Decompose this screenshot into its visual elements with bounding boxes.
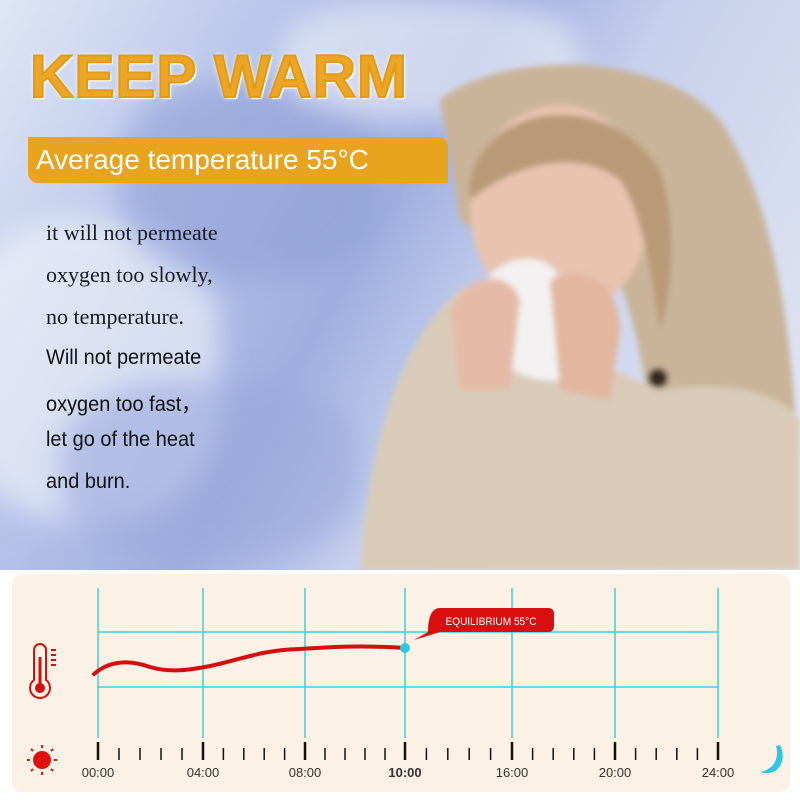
x-tick-label: 00:00 [82, 765, 115, 780]
moon-icon [760, 745, 783, 774]
headline: KEEP WARM [29, 42, 408, 111]
chart-panel [12, 574, 790, 792]
hero-image: KEEP WARM Average temperature 55°C it wi… [0, 0, 800, 570]
body-line: oxygen too slowly, [46, 262, 213, 287]
woman-with-tissue-photo [360, 64, 800, 570]
body-line: let go of the heat [46, 428, 195, 451]
body-line: and burn. [46, 470, 131, 493]
body-line: it will not permeate [46, 220, 218, 245]
sun-icon [27, 745, 57, 775]
body-line: oxygen too fast， [46, 393, 202, 416]
thermometer-icon [29, 643, 56, 699]
time-ticks [96, 742, 720, 760]
equilibrium-callout: EQUILIBRIUM 55°C [414, 608, 554, 640]
x-tick-label: 10:00 [388, 765, 421, 780]
grid [97, 588, 719, 738]
x-tick-label: 16:00 [496, 765, 529, 780]
body-line: Will not permeate [46, 346, 202, 369]
x-tick-label: 08:00 [289, 765, 322, 780]
x-tick-label: 04:00 [187, 765, 220, 780]
x-tick-label: 20:00 [599, 765, 632, 780]
equilibrium-marker [400, 643, 410, 653]
callout-text: EQUILIBRIUM 55°C [445, 616, 536, 628]
subtitle-banner: Average temperature 55°C [28, 137, 448, 183]
x-tick-label: 24:00 [702, 765, 735, 780]
temperature-curve [92, 644, 407, 676]
body-line: no temperature. [46, 304, 185, 329]
